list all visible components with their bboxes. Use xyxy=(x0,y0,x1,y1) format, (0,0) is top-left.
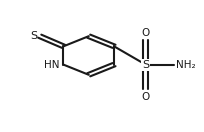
Text: O: O xyxy=(142,28,150,38)
Text: NH₂: NH₂ xyxy=(176,60,195,70)
Text: S: S xyxy=(30,31,37,41)
Text: HN: HN xyxy=(44,60,60,70)
Text: O: O xyxy=(142,92,150,102)
Text: S: S xyxy=(142,60,149,70)
